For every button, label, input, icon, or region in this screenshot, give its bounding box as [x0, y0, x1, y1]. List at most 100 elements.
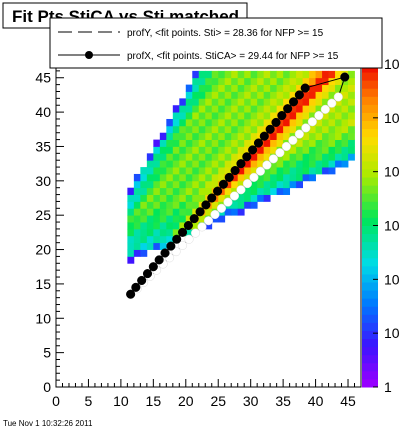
- heatmap-cell: [348, 70, 355, 79]
- heatmap-cell: [315, 146, 323, 154]
- heatmap-cell: [172, 118, 180, 127]
- heatmap-cell: [328, 118, 336, 127]
- heatmap-cell: [276, 180, 284, 189]
- heatmap-cell: [309, 91, 316, 99]
- heatmap-cell: [296, 112, 303, 120]
- heatmap-cell: [322, 77, 329, 86]
- heatmap-cell: [172, 132, 180, 140]
- heatmap-cell: [270, 180, 278, 189]
- heatmap-cell: [270, 146, 278, 154]
- heatmap-cell: [289, 153, 297, 161]
- heatmap-cell: [302, 160, 310, 168]
- heatmap-cell: [309, 105, 316, 113]
- heatmap-cell: [296, 173, 303, 182]
- heatmap-cell: [205, 139, 213, 147]
- heatmap-cell: [276, 167, 284, 175]
- heatmap-cell: [159, 153, 167, 161]
- heatmap-cell: [224, 125, 232, 134]
- heatmap-cell: [250, 167, 258, 175]
- series-point-profY: [314, 110, 324, 121]
- heatmap-cell: [192, 125, 200, 134]
- heatmap-cell: [185, 146, 193, 154]
- heatmap-cell: [192, 118, 200, 127]
- heatmap-cell: [179, 173, 187, 182]
- heatmap-cell: [348, 139, 355, 147]
- heatmap-cell: [172, 194, 180, 202]
- heatmap-cell: [270, 187, 278, 195]
- heatmap-cell: [218, 125, 226, 134]
- heatmap-cell: [231, 173, 239, 182]
- heatmap-cell: [283, 167, 291, 175]
- heatmap-cell: [185, 194, 193, 202]
- heatmap-cell: [250, 91, 258, 99]
- heatmap-cell: [153, 228, 161, 237]
- heatmap-cell: [140, 201, 148, 209]
- heatmap-cell: [159, 180, 167, 189]
- heatmap-cell: [153, 160, 161, 168]
- heatmap-cell: [185, 208, 193, 216]
- heatmap-cell: [166, 201, 174, 209]
- heatmap-cell: [172, 180, 180, 189]
- heatmap-cell: [192, 91, 200, 99]
- heatmap-cell: [218, 160, 226, 168]
- heatmap-cell: [328, 112, 336, 120]
- heatmap-cell: [185, 180, 193, 189]
- palette-tick-label: 10: [384, 271, 400, 287]
- heatmap-cell: [263, 180, 271, 189]
- heatmap-cell: [127, 228, 135, 237]
- palette-swatch: [362, 217, 378, 226]
- heatmap-cell: [159, 208, 167, 216]
- palette-swatch: [362, 362, 378, 372]
- heatmap-cell: [289, 112, 297, 120]
- series-point-profY: [288, 135, 298, 145]
- heatmap-cell: [153, 194, 161, 202]
- heatmap-cell: [166, 235, 174, 244]
- series-point-profX: [142, 269, 153, 279]
- heatmap-cell: [296, 153, 303, 161]
- series-point-profX: [224, 172, 234, 182]
- heatmap-cell: [140, 242, 148, 250]
- heatmap-cell: [218, 153, 226, 161]
- heatmap-cell: [192, 222, 200, 230]
- series-point-profY: [333, 92, 343, 102]
- heatmap-cell: [205, 167, 213, 175]
- heatmap-cell: [140, 173, 148, 182]
- series-point-profX: [172, 234, 182, 244]
- heatmap-cell: [127, 222, 135, 230]
- heatmap-cell: [289, 118, 297, 127]
- heatmap-cell: [237, 167, 245, 175]
- heatmap-cell: [270, 132, 278, 140]
- heatmap-cell: [231, 125, 239, 134]
- series-point-profY: [275, 148, 285, 158]
- heatmap-cell: [270, 70, 278, 79]
- heatmap-cell: [159, 167, 167, 175]
- heatmap-cell: [322, 146, 329, 154]
- series-point-profX: [283, 104, 293, 114]
- heatmap-cell: [263, 91, 271, 99]
- heatmap-cell: [205, 105, 213, 113]
- heatmap-cell: [179, 194, 187, 202]
- legend-entry-profx: profX, <fit points. StiCA> = 29.44 for N…: [127, 51, 339, 62]
- series-point-profY: [262, 160, 272, 170]
- heatmap-cell: [250, 160, 258, 168]
- series-point-profY: [242, 179, 252, 189]
- heatmap-cell: [257, 77, 265, 86]
- heatmap-cell: [296, 77, 303, 86]
- heatmap-cell: [328, 70, 336, 79]
- heatmap-cell: [205, 146, 213, 154]
- heatmap-cell: [289, 84, 297, 92]
- heatmap-cell: [172, 228, 180, 237]
- heatmap-cell: [185, 173, 193, 182]
- heatmap-cell: [250, 194, 258, 202]
- heatmap-cell: [198, 77, 206, 86]
- heatmap-cell: [244, 201, 252, 209]
- heatmap-cell: [244, 167, 252, 175]
- heatmap-cell: [179, 132, 187, 140]
- y-tick-label: 5: [43, 345, 51, 361]
- heatmap-cell: [341, 153, 349, 161]
- series-point-profY: [307, 117, 317, 127]
- series-point-profX: [160, 248, 170, 258]
- heatmap-cell: [179, 153, 187, 161]
- heatmap-cell: [153, 139, 161, 147]
- heatmap-cell: [263, 118, 271, 127]
